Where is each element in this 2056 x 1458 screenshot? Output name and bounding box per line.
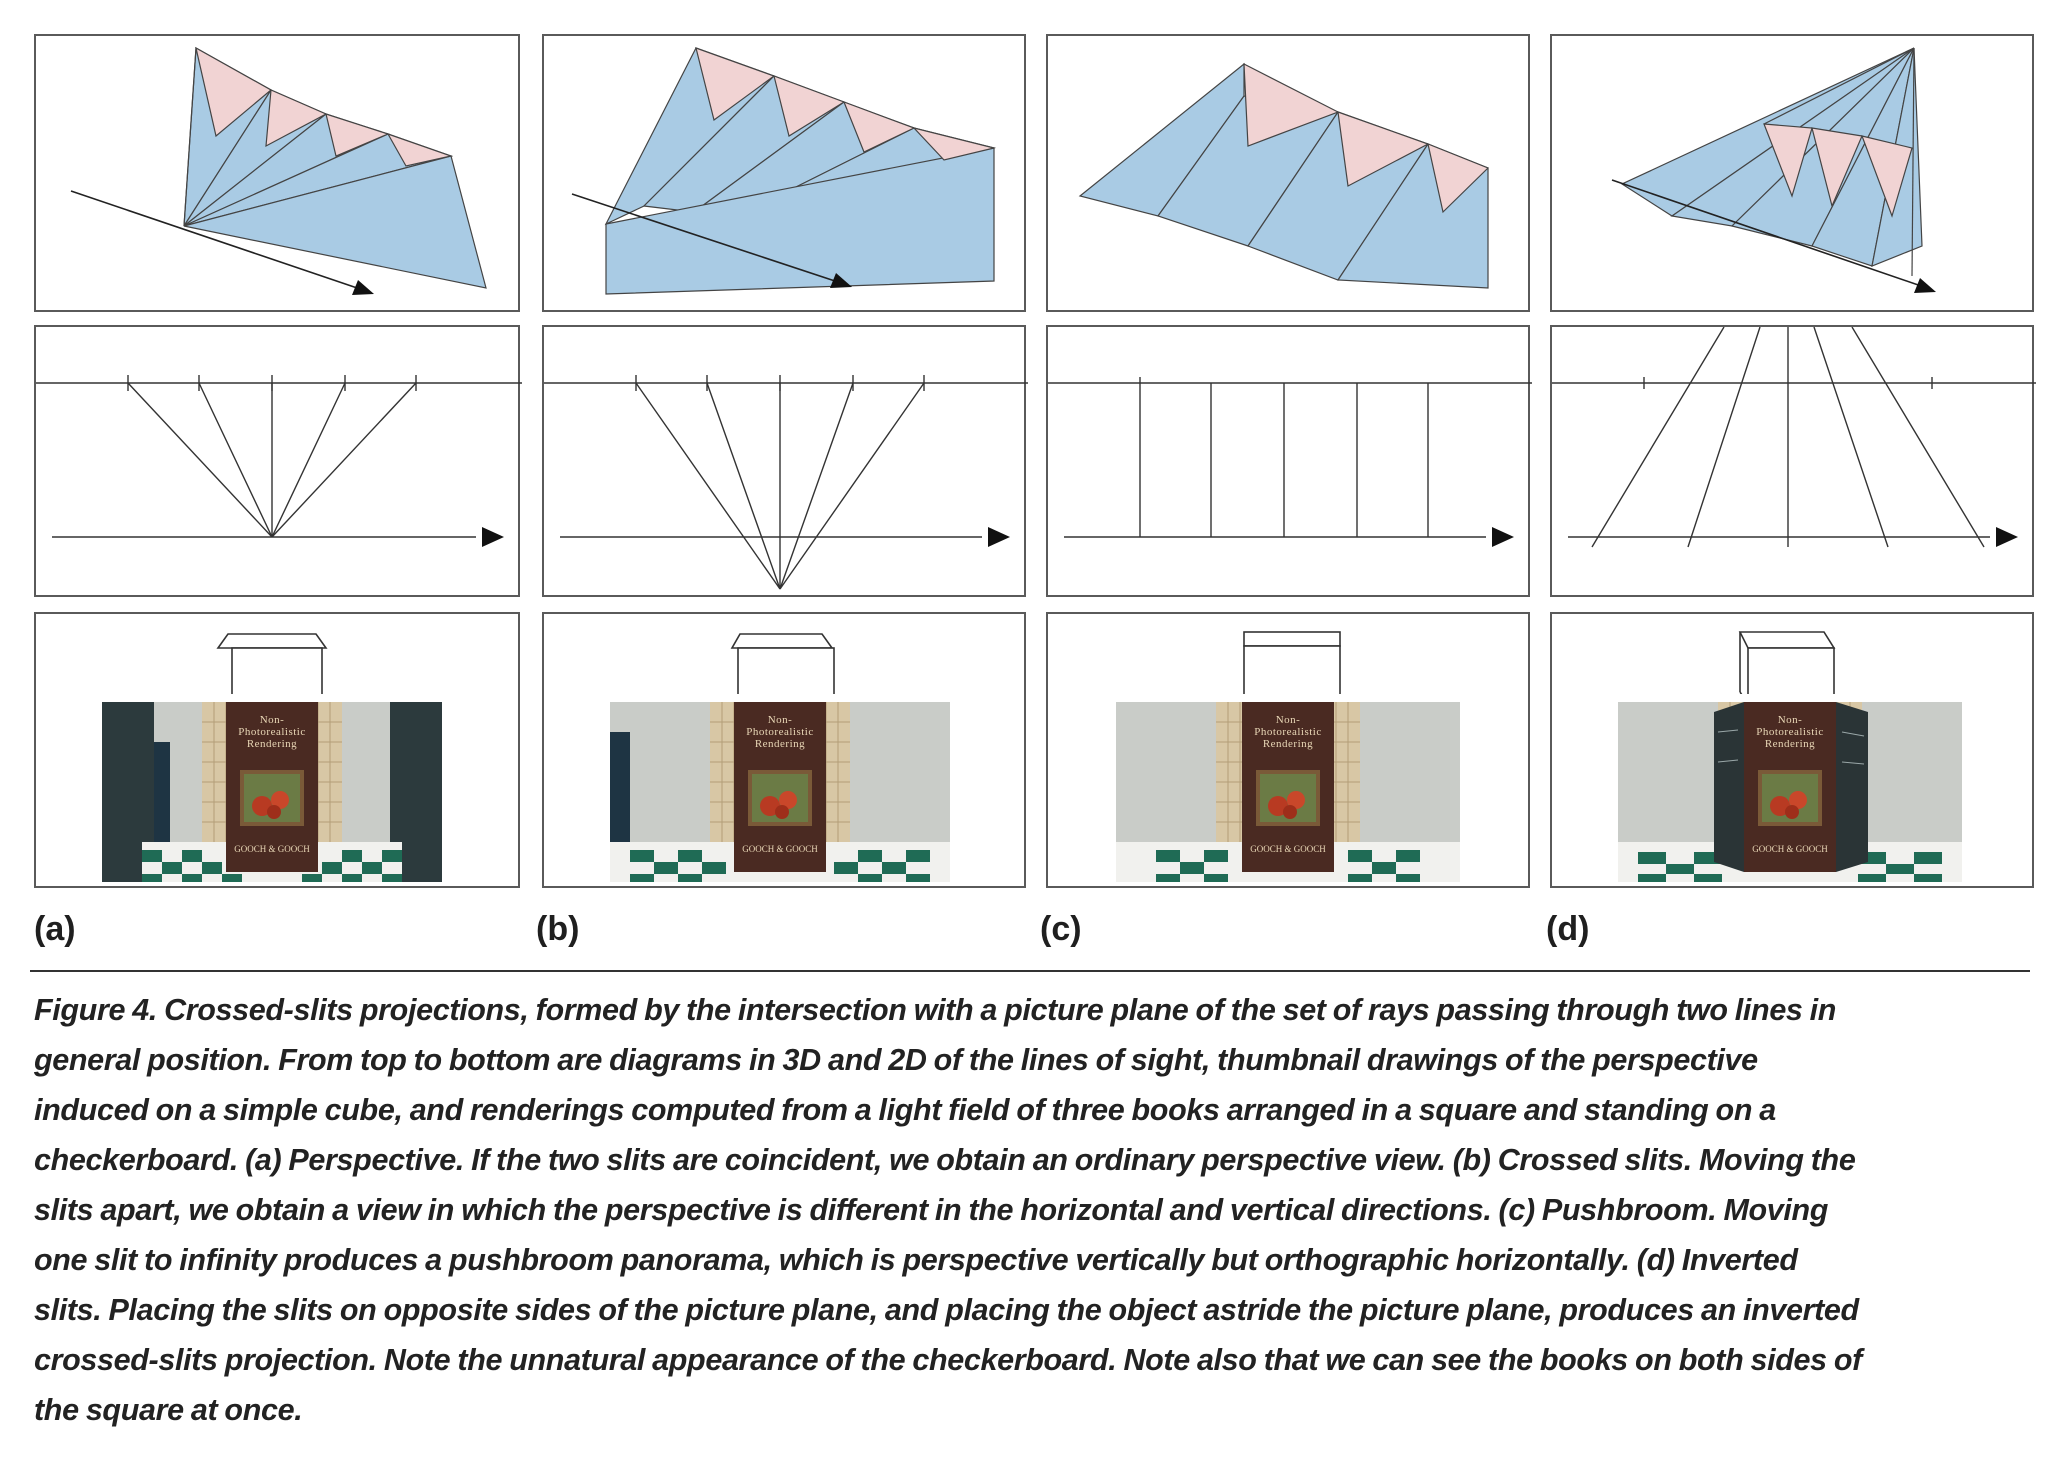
cube-thumbnail-a [216, 633, 328, 694]
ray-fan-3d-a [70, 46, 487, 295]
subfigure-label-b: (b) [536, 910, 580, 948]
caption-line: slits apart, we obtain a view in which t… [34, 1193, 1829, 1227]
lines-of-sight-2d-b [544, 375, 1028, 590]
rendering-panel-d: Non-Photorealistic Rendering GOOCH & GOOC… [1550, 612, 2034, 888]
book-author-d: GOOCH & GOOCH [1752, 844, 1828, 854]
rendering-image-c: Non-Photorealistic Rendering GOOCH & GOOC… [1116, 702, 1460, 882]
book-title-d: Non-Photorealistic Rendering [1756, 714, 1824, 750]
ray-fan-3d-c [1078, 62, 1490, 289]
caption-line: crossed-slits projection. Note the unnat… [34, 1343, 1862, 1377]
diagram-3d-c [1046, 34, 1530, 312]
caption-line: general position. From top to bottom are… [34, 1043, 1758, 1077]
cube-thumbnail-b [730, 633, 835, 694]
rendering-panel-a: Non-Photorealistic Rendering GOOCH & GOOC… [34, 612, 520, 888]
rendering-image-a: Non-Photorealistic Rendering GOOCH & GOOC… [102, 702, 442, 882]
book-author-a: GOOCH & GOOCH [234, 844, 310, 854]
diagram-3d-d [1550, 34, 2034, 312]
diagram-2d-b [542, 325, 1028, 597]
book-title-c: Non-Photorealistic Rendering [1254, 714, 1322, 750]
book-author-c: GOOCH & GOOCH [1250, 844, 1326, 854]
caption-line: checkerboard. (a) Perspective. If the tw… [34, 1143, 1856, 1177]
book-author-b: GOOCH & GOOCH [742, 844, 818, 854]
diagram-2d-c [1046, 325, 1532, 597]
diagram-3d-a [34, 34, 520, 312]
caption-line: slits. Placing the slits on opposite sid… [34, 1293, 1859, 1327]
caption-line: induced on a simple cube, and renderings… [34, 1093, 1776, 1127]
caption-line: the square at once. [34, 1393, 303, 1427]
lines-of-sight-2d-d [1552, 327, 2036, 548]
diagram-3d-b [542, 34, 1026, 312]
cube-thumbnail-d [1738, 631, 1836, 694]
ray-fan-3d-b [571, 47, 997, 295]
caption-line: one slit to infinity produces a pushbroo… [34, 1243, 1798, 1277]
diagram-2d-d [1550, 325, 2036, 597]
ray-fan-3d-d [1611, 47, 1936, 293]
lines-of-sight-2d-a [36, 375, 522, 547]
figure-caption: Figure 4. Crossed-slits projections, for… [34, 985, 2024, 1435]
book-title-a: Non-Photorealistic Rendering [238, 714, 306, 750]
cube-thumbnail-c [1243, 631, 1341, 694]
caption-line: Figure 4. Crossed-slits projections, for… [34, 993, 1837, 1027]
rendering-image-d: Non-Photorealistic Rendering GOOCH & GOOC… [1618, 702, 1962, 882]
subfigure-label-d: (d) [1546, 910, 1590, 948]
caption-divider [30, 970, 2030, 972]
book-title-b: Non-Photorealistic Rendering [746, 714, 814, 750]
rendering-panel-c: Non-Photorealistic Rendering GOOCH & GOOC… [1046, 612, 1530, 888]
rendering-panel-b: Non-Photorealistic Rendering GOOCH & GOOC… [542, 612, 1026, 888]
rendering-image-b: Non-Photorealistic Rendering GOOCH & GOOC… [610, 702, 950, 882]
lines-of-sight-2d-c [1048, 377, 1532, 547]
diagram-2d-a [34, 325, 522, 597]
subfigure-label-a: (a) [34, 910, 76, 948]
subfigure-label-c: (c) [1040, 910, 1082, 948]
